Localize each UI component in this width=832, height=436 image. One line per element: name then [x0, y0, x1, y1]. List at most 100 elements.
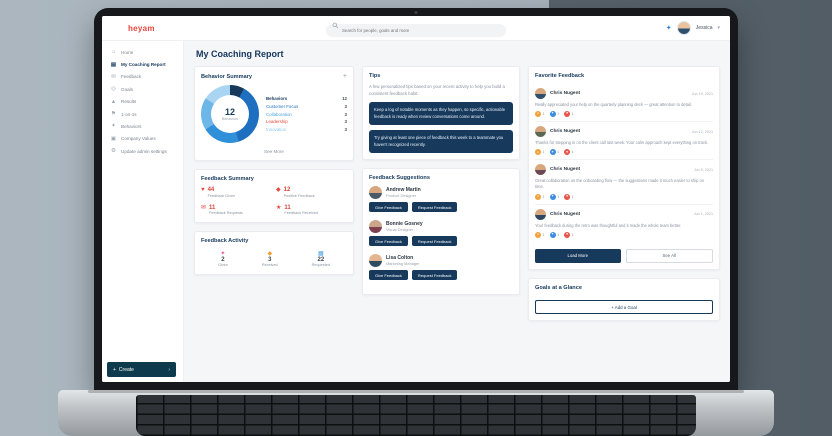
legend-value: 3: [344, 111, 347, 117]
heart-icon: ♥: [564, 193, 571, 200]
legend-item: Customer Focus 3: [266, 104, 347, 109]
diamond-icon: ◆: [267, 251, 273, 258]
star-icon: ★: [276, 204, 282, 211]
sparkle-icon: ✦: [111, 123, 116, 130]
activity-label: Given: [217, 263, 228, 268]
sidebar-item-results[interactable]: ▲ Results: [102, 96, 183, 108]
legend-label: Behaviors: [266, 96, 288, 102]
stat-value: 44: [207, 187, 215, 193]
sidebar: ⌂ Home ▤ My Coaching Report ✉ Feedback ◎…: [102, 41, 184, 382]
search-input[interactable]: [326, 24, 506, 37]
sidebar-item-label: Home: [121, 49, 134, 55]
feedback-date: Jun 12, 2021: [691, 129, 713, 134]
sidebar-item-admin-settings[interactable]: ⚙ Update admin settings: [102, 145, 183, 157]
stat-feedback-received: ★ 11 Feedback Received: [276, 205, 347, 217]
avatar: [535, 208, 546, 220]
legend-item: Innovation 3: [266, 127, 347, 132]
notifications-icon[interactable]: ✦: [665, 24, 672, 32]
reaction-smile[interactable]: ☺ 1: [535, 149, 545, 156]
smile-icon: ☺: [535, 111, 541, 118]
reaction-heart[interactable]: ♥ 1: [564, 193, 574, 200]
reaction-smile[interactable]: ☺ 1: [535, 231, 545, 238]
reaction-sparkle[interactable]: ✦ 1: [549, 231, 559, 238]
sidebar-item-goals[interactable]: ◎ Goals: [102, 83, 183, 95]
create-button[interactable]: + Create ›: [107, 362, 176, 377]
stat-feedback-requests: ✉ 11 Feedback Requests: [201, 205, 272, 217]
app-logo[interactable]: heyam: [128, 23, 155, 33]
add-goal-button[interactable]: + Add a Goal: [535, 300, 713, 315]
feedback-entry: Chris Nugent Jun 12, 2021 Thanks for ste…: [535, 122, 713, 161]
reaction-sparkle[interactable]: ✦ 1: [549, 149, 560, 156]
feedback-entry: Chris Nugent Jun 19, 2021 Really appreci…: [535, 84, 713, 123]
activity-value: 2: [221, 257, 225, 264]
feedback-activity-card: Feedback Activity ✦ 2 Given ◆: [194, 231, 354, 276]
add-behavior-icon[interactable]: +: [342, 73, 347, 80]
sidebar-item-behaviors[interactable]: ✦ Behaviors: [102, 120, 183, 132]
feedback-date: Jun 5, 2021: [693, 167, 713, 172]
legend-value: 12: [342, 96, 347, 102]
give-feedback-button[interactable]: Give Feedback: [369, 236, 408, 247]
activity-label: Requested: [311, 263, 331, 268]
laptop-base: [58, 390, 774, 436]
reaction-count: 1: [571, 194, 574, 199]
sidebar-item-home[interactable]: ⌂ Home: [102, 46, 183, 58]
behavior-summary-title: Behavior Summary: [201, 73, 252, 80]
sparkle-icon: ✦: [549, 193, 556, 200]
suggested-person: Bonnie Gosney Visual Designer Give Feedb…: [369, 220, 513, 247]
avatar: [535, 126, 546, 138]
see-all-button[interactable]: See All: [625, 248, 713, 263]
person-role: Visual Designer: [386, 227, 414, 233]
envelope-icon: ✉: [111, 73, 116, 80]
request-feedback-button[interactable]: Request Feedback: [411, 202, 458, 213]
reaction-sparkle[interactable]: ✦ 1: [549, 193, 559, 200]
request-feedback-button[interactable]: Request Feedback: [411, 236, 458, 247]
app-body: ⌂ Home ▤ My Coaching Report ✉ Feedback ◎…: [102, 41, 730, 382]
sidebar-item-1on1s[interactable]: ⚑ 1-on-1s: [102, 108, 183, 120]
stat-positive-feedback: ◆ 12 Positive Feedback: [276, 187, 347, 199]
feedback-entry: Chris Nugent Jun 1, 2021 Your feedback d…: [535, 205, 713, 242]
feedback-summary-card: Feedback Summary ♥ 44 Feedback Given: [194, 169, 354, 224]
reaction-sparkle[interactable]: ✦ 1: [549, 111, 559, 118]
donut-total-label: Behaviors: [222, 117, 238, 121]
suggested-person: Lisa Colton Marketing Manager Give Feedb…: [369, 254, 513, 281]
reaction-heart[interactable]: ♥ 1: [564, 149, 574, 156]
load-more-button[interactable]: Load More: [535, 248, 621, 263]
stat-value: 12: [283, 187, 291, 193]
user-name[interactable]: Jessica: [695, 25, 713, 31]
avatar: [535, 164, 546, 176]
grid-icon: ▣: [110, 135, 117, 142]
favorite-feedback-card: Favorite Feedback Chris Nugent Jun 19, 2…: [528, 66, 720, 270]
diamond-icon: ◆: [276, 187, 281, 193]
chevron-down-icon[interactable]: ▾: [717, 25, 720, 31]
reaction-heart[interactable]: ♥ 1: [564, 111, 574, 118]
see-more-link[interactable]: See More: [264, 149, 284, 154]
heart-icon: ♥: [564, 149, 571, 156]
sidebar-item-label: Company Values: [121, 136, 156, 142]
activity-value: 22: [317, 257, 325, 264]
reaction-count: 1: [557, 150, 560, 155]
avatar: [369, 254, 382, 268]
search-wrap: [326, 19, 506, 37]
sidebar-item-company-values[interactable]: ▣ Company Values: [102, 133, 183, 145]
reaction-smile[interactable]: ☺ 1: [535, 193, 545, 200]
legend-value: 3: [344, 103, 347, 109]
activity-requested: ▦ 22 Requested: [312, 251, 330, 267]
smile-icon: ☺: [535, 231, 541, 238]
sidebar-item-label: Behaviors: [121, 123, 142, 129]
sidebar-item-label: Feedback: [121, 74, 142, 80]
chart-icon: ▲: [110, 98, 117, 105]
main-content: My Coaching Report Behavior Summary +: [184, 41, 730, 382]
stat-value: 11: [284, 204, 291, 211]
user-avatar[interactable]: [676, 21, 691, 35]
target-icon: ◎: [111, 86, 116, 93]
avatar: [369, 186, 382, 200]
feedback-text: Thanks for stepping in on the client cal…: [535, 140, 709, 146]
give-feedback-button[interactable]: Give Feedback: [369, 270, 408, 281]
give-feedback-button[interactable]: Give Feedback: [369, 202, 408, 213]
reaction-heart[interactable]: ♥ 1: [564, 231, 574, 238]
sidebar-item-feedback[interactable]: ✉ Feedback: [102, 71, 183, 83]
stat-label: Positive Feedback: [283, 193, 315, 198]
sidebar-item-coaching-report[interactable]: ▤ My Coaching Report: [102, 58, 183, 70]
request-feedback-button[interactable]: Request Feedback: [411, 270, 458, 281]
reaction-smile[interactable]: ☺ 1: [535, 111, 545, 118]
